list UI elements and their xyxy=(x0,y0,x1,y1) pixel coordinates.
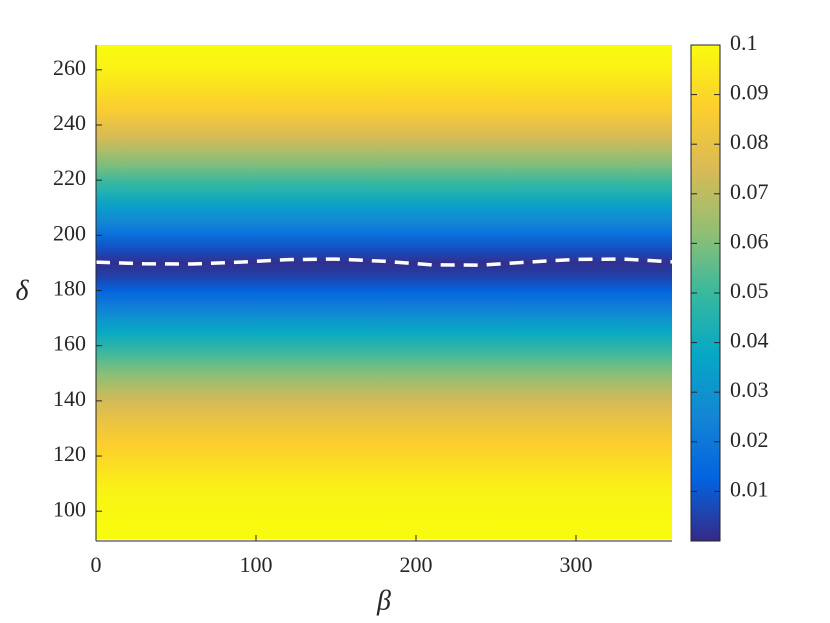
heat-cell xyxy=(96,262,672,278)
heat-cell xyxy=(96,469,672,485)
heat-cell xyxy=(96,207,672,223)
colorbar-tick-label: 0.02 xyxy=(730,427,769,452)
y-tick-label: 140 xyxy=(53,386,86,411)
heat-cell xyxy=(96,110,672,126)
colorbar-tick-label: 0.07 xyxy=(730,179,769,204)
y-tick-label: 220 xyxy=(53,165,86,190)
colorbar-tick-label: 0.09 xyxy=(730,80,769,105)
heat-cell xyxy=(96,400,672,416)
y-tick-label: 200 xyxy=(53,220,86,245)
colorbar-tick-label: 0.08 xyxy=(730,129,769,154)
y-tick-label: 120 xyxy=(53,441,86,466)
heat-cell xyxy=(96,345,672,360)
heat-cell xyxy=(96,524,672,540)
heat-cell xyxy=(96,193,672,209)
heat-cell xyxy=(96,179,672,195)
heat-cell xyxy=(96,358,672,374)
y-tick-label: 260 xyxy=(53,55,86,80)
heat-cell xyxy=(96,69,672,85)
heat-cell xyxy=(96,96,672,112)
heat-cell xyxy=(96,248,672,264)
contour-line xyxy=(96,257,672,267)
heat-cell xyxy=(96,496,672,512)
heat-cell xyxy=(96,124,672,140)
heat-cell xyxy=(96,386,672,402)
heat-cell xyxy=(96,234,672,250)
x-axis-label: β xyxy=(376,585,391,616)
heat-cell xyxy=(96,372,672,388)
colorbar-tick-label: 0.06 xyxy=(730,228,769,253)
y-tick-label: 160 xyxy=(53,331,86,356)
heat-cell xyxy=(96,331,672,347)
heat-cell xyxy=(96,165,672,181)
x-tick-label: 0 xyxy=(91,552,102,577)
heat-cell xyxy=(96,45,672,57)
heat-cell xyxy=(96,510,672,526)
heat-cell xyxy=(96,83,672,98)
x-tick-label: 100 xyxy=(240,552,273,577)
colorbar-tick-label: 0.01 xyxy=(730,476,769,501)
heat-cell xyxy=(96,276,672,292)
y-tick-label: 180 xyxy=(53,276,86,301)
heat-cell xyxy=(96,138,672,154)
heat-cell xyxy=(96,42,672,44)
colorbar-tick-label: 0.05 xyxy=(730,278,769,303)
y-tick-label: 100 xyxy=(53,496,86,521)
heat-cell xyxy=(96,303,672,319)
heat-cell xyxy=(96,152,672,167)
x-tick-label: 200 xyxy=(400,552,433,577)
colorbar-tick-label: 0.03 xyxy=(730,377,769,402)
x-tick-label: 300 xyxy=(560,552,593,577)
heat-cell xyxy=(96,414,672,429)
heat-cell xyxy=(96,55,672,71)
heat-cell xyxy=(96,317,672,333)
heat-cell xyxy=(96,483,672,498)
colorbar-tick-label: 0.1 xyxy=(730,30,758,55)
colorbar-tick-label: 0.04 xyxy=(730,328,769,353)
heat-cell xyxy=(96,427,672,443)
heat-cell xyxy=(96,455,672,471)
heat-cell xyxy=(96,290,672,305)
heatmap xyxy=(96,42,672,540)
y-axis-label: δ xyxy=(15,275,29,306)
heat-cell xyxy=(96,221,672,236)
heat-cell xyxy=(96,441,672,457)
y-tick-label: 240 xyxy=(53,110,86,135)
